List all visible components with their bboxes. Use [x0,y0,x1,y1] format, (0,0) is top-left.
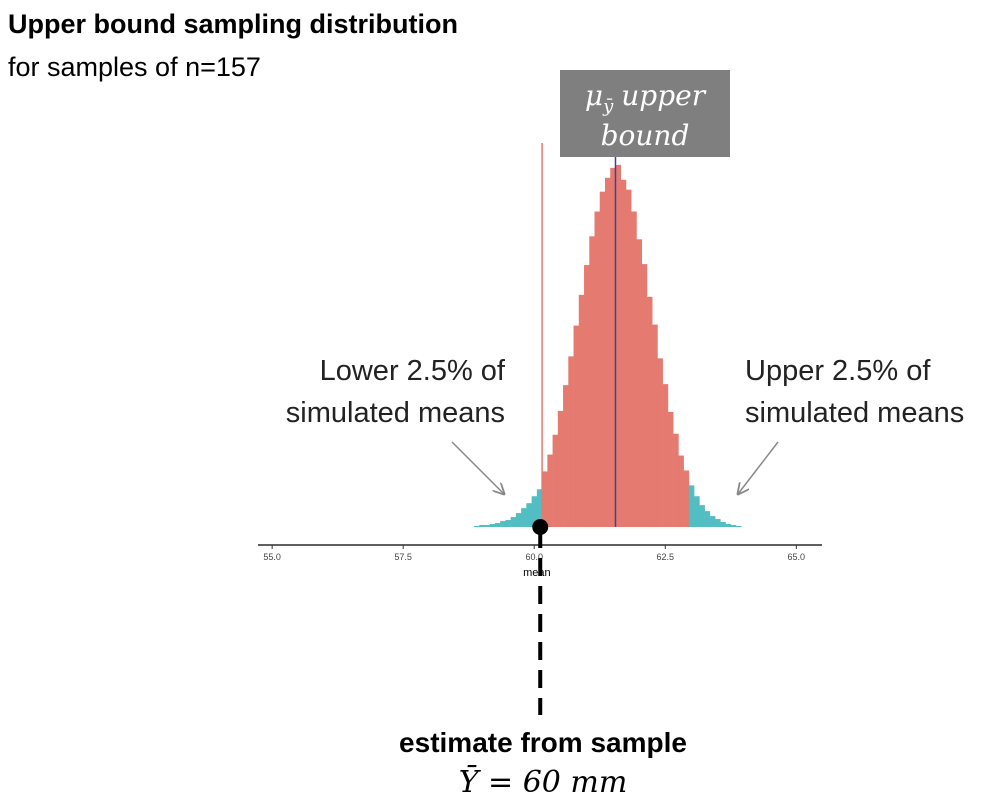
bar [594,211,601,527]
annotation: simulated means [745,397,964,429]
bar [720,522,726,527]
chart-title: Upper bound sampling distribution [8,9,458,39]
bar [641,264,648,527]
bar [646,296,653,527]
symbol: μ [585,79,603,112]
bar [620,179,627,527]
bar [636,239,642,527]
bar [704,511,711,527]
bar [489,524,496,527]
bar [694,496,700,527]
annotation: Upper 2.5% of [745,355,931,387]
estimate-title: estimate from sample [399,727,687,758]
x-tick-label: 55.0 [263,552,281,562]
bar [573,325,580,527]
bar [526,503,532,527]
bar [584,265,590,527]
estimate-label: Ȳ = 60 mm [459,765,628,800]
bar [536,489,543,527]
bar [547,454,553,527]
x-axis-label: mean [523,567,551,579]
annotation: simulated means [286,397,505,429]
bar [709,516,716,527]
bar [699,505,705,527]
bar [494,523,501,527]
chart-subtitle: for samples of n=157 [8,52,261,82]
bar [688,485,695,527]
bar [604,177,611,528]
upper-bound-label: bound [601,119,690,152]
bar [479,525,485,527]
label-box [560,70,730,157]
bar [552,434,559,527]
bar [484,525,490,527]
x-tick-label: 65.0 [788,552,806,562]
arrow [738,441,779,494]
bar [625,189,632,527]
bar [473,526,480,527]
bar [730,525,737,527]
bar [578,294,585,527]
x-tick-label: 60.0 [525,552,543,562]
bar [667,411,674,527]
bar [500,521,506,527]
bar [678,455,684,527]
upper-bound-label: μȳ upper [585,79,707,117]
bar [505,520,511,527]
x-tick-label: 62.5 [657,552,675,562]
bar [610,167,616,527]
bar [531,496,538,527]
bar [725,524,732,527]
bar [521,508,527,527]
bar [715,519,721,527]
bar [683,470,690,527]
bar [736,526,742,527]
label-line: upper [621,79,706,112]
bar [563,385,569,527]
bar [568,356,574,527]
x-tick-label: 57.5 [394,552,412,562]
bar [631,211,637,527]
bar [673,433,679,527]
bar [515,513,522,527]
arrow [451,441,504,494]
bar [615,164,622,527]
bar [657,358,663,527]
bar [542,471,548,527]
bar [662,384,669,527]
bar [589,236,595,527]
bar [510,517,517,527]
bar [599,191,606,527]
bar [652,324,658,527]
annotation: Lower 2.5% of [320,355,506,387]
estimate-point [532,519,549,535]
subscript: ȳ [602,96,614,117]
bar [557,410,564,527]
